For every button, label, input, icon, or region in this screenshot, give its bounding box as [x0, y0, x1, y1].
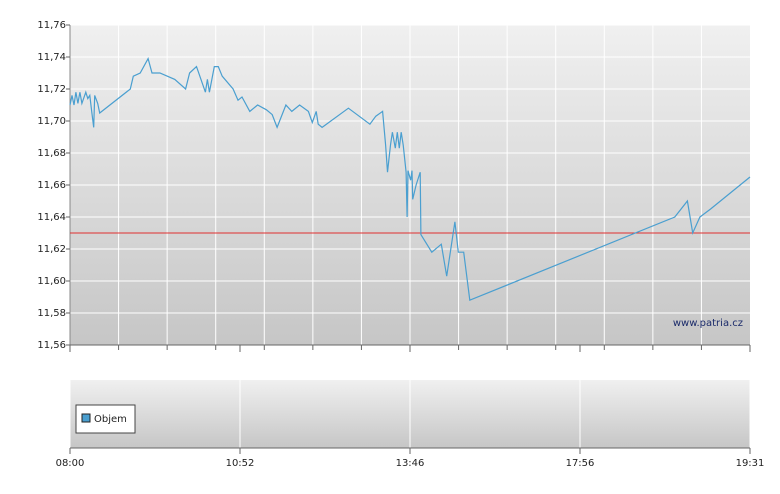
- y-tick-label: 11,72: [37, 84, 66, 95]
- y-tick-label: 11,56: [37, 340, 66, 351]
- y-tick-label: 11,62: [37, 244, 66, 255]
- y-tick-label: 11,68: [37, 148, 66, 159]
- y-tick-label: 11,60: [37, 276, 66, 287]
- watermark: www.patria.cz: [673, 318, 743, 329]
- x-tick-label: 19:31: [736, 458, 765, 469]
- x-tick-label: 08:00: [56, 458, 85, 469]
- legend-swatch: [81, 413, 91, 423]
- x-tick-label: 17:56: [566, 458, 595, 469]
- legend-label: Objem: [94, 414, 127, 425]
- price-line: [69, 57, 751, 302]
- x-tick-label: 10:52: [226, 458, 255, 469]
- y-tick-label: 11,64: [37, 212, 66, 223]
- x-tick-label: 13:46: [396, 458, 425, 469]
- y-tick-label: 11,74: [37, 52, 66, 63]
- y-tick-label: 11,70: [37, 116, 66, 127]
- y-tick-label: 11,66: [37, 180, 66, 191]
- y-tick-label: 11,76: [37, 20, 66, 31]
- y-tick-label: 11,58: [37, 308, 66, 319]
